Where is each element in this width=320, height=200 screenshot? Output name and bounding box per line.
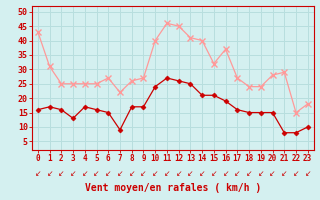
Text: ↙: ↙ (93, 169, 100, 178)
Text: ↙: ↙ (152, 169, 158, 178)
Text: ↙: ↙ (281, 169, 287, 178)
Text: ↙: ↙ (117, 169, 123, 178)
Text: ↙: ↙ (35, 169, 41, 178)
Text: ↙: ↙ (46, 169, 53, 178)
Text: ↙: ↙ (140, 169, 147, 178)
Text: ↙: ↙ (211, 169, 217, 178)
Text: ↙: ↙ (105, 169, 111, 178)
Text: ↙: ↙ (187, 169, 194, 178)
Text: ↙: ↙ (293, 169, 299, 178)
Text: ↙: ↙ (70, 169, 76, 178)
Text: ↙: ↙ (129, 169, 135, 178)
Text: ↙: ↙ (164, 169, 170, 178)
Text: ↙: ↙ (258, 169, 264, 178)
Text: ↙: ↙ (305, 169, 311, 178)
Text: ↙: ↙ (199, 169, 205, 178)
Text: ↙: ↙ (269, 169, 276, 178)
Text: ↙: ↙ (82, 169, 88, 178)
Text: ↙: ↙ (58, 169, 65, 178)
X-axis label: Vent moyen/en rafales ( km/h ): Vent moyen/en rafales ( km/h ) (85, 183, 261, 193)
Text: ↙: ↙ (234, 169, 241, 178)
Text: ↙: ↙ (246, 169, 252, 178)
Text: ↙: ↙ (222, 169, 229, 178)
Text: ↙: ↙ (175, 169, 182, 178)
